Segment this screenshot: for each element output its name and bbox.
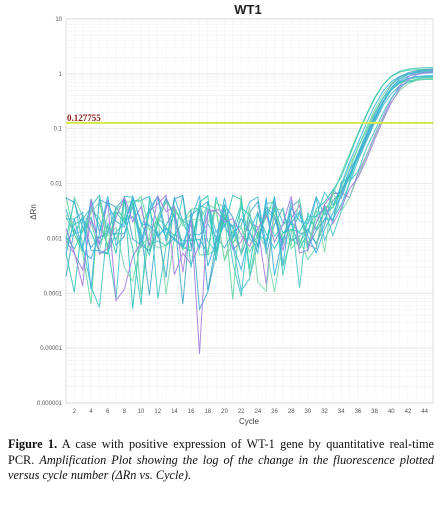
y-tick-label: 0.00001	[40, 346, 62, 352]
amplification-curve	[65, 77, 434, 293]
x-tick-label: 40	[388, 409, 395, 415]
gridlines	[65, 18, 434, 404]
chart-title: WT1	[234, 2, 261, 17]
x-tick-label: 10	[138, 409, 145, 415]
x-tick-label: 2	[73, 409, 77, 415]
x-tick-label: 16	[188, 409, 195, 415]
x-tick-label: 32	[321, 409, 328, 415]
x-tick-label: 4	[89, 409, 93, 415]
x-tick-label: 18	[204, 409, 211, 415]
amplification-plot: WT1 10 1 0.1 0.01 0.001 0.0001 0.00001 0.000001…	[29, 2, 434, 426]
x-tick-label: 8	[123, 409, 127, 415]
caption-italic: Amplification Plot showing the log of th…	[8, 452, 434, 483]
y-tick-label: 0.1	[54, 127, 63, 133]
y-tick-label: 0.001	[47, 236, 63, 242]
amplification-curve	[65, 67, 434, 309]
x-tick-label: 28	[288, 409, 295, 415]
amplification-curve	[65, 76, 434, 308]
y-axis-label: ΔRn	[29, 204, 38, 220]
x-tick-label: 42	[405, 409, 412, 415]
amplification-curve	[65, 68, 434, 300]
x-tick-label: 22	[238, 409, 245, 415]
x-tick-labels: 2 4 6 8 10 12 14 16 18 20 22 24 26 28 30 32 34 36 38 40 42 44	[73, 409, 429, 415]
amplification-curve	[65, 72, 434, 312]
y-tick-label: 10	[55, 17, 62, 23]
x-tick-label: 14	[171, 409, 178, 415]
y-tick-label: 0.000001	[37, 401, 63, 407]
y-tick-label: 0.0001	[44, 291, 63, 297]
caption-label: Figure 1.	[8, 437, 58, 451]
x-tick-label: 12	[154, 409, 161, 415]
x-tick-label: 26	[271, 409, 278, 415]
x-tick-label: 44	[421, 409, 428, 415]
y-tick-label: 0.01	[50, 182, 62, 188]
amplification-curve	[65, 71, 434, 354]
figure-caption: Figure 1. A case with positive expressio…	[8, 437, 434, 484]
x-tick-label: 34	[338, 409, 345, 415]
x-tick-label: 6	[106, 409, 110, 415]
y-tick-labels: 10 1 0.1 0.01 0.001 0.0001 0.00001 0.000001	[37, 17, 63, 407]
x-axis-label: Cycle	[239, 417, 260, 426]
x-tick-label: 38	[371, 409, 378, 415]
x-tick-label: 30	[305, 409, 312, 415]
x-tick-label: 36	[355, 409, 362, 415]
x-tick-label: 20	[221, 409, 228, 415]
threshold-label: 0.127755	[67, 113, 101, 123]
x-tick-label: 24	[254, 409, 261, 415]
y-tick-label: 1	[59, 72, 63, 78]
caption-text: A case with positive expression of WT-1 …	[8, 437, 434, 467]
